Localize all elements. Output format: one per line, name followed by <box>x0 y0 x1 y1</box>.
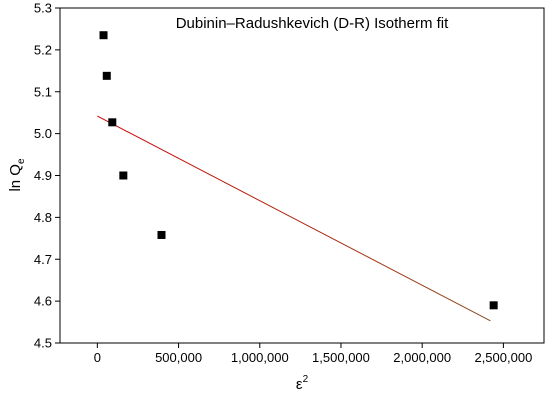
data-point <box>157 230 166 239</box>
x-tick-label: 500,000 <box>155 350 202 365</box>
x-axis: 0 500,000 1,000,000 1,500,000 2,000,000 2,500… <box>94 343 532 365</box>
x-tick-label: 1,000,000 <box>231 350 289 365</box>
chart-title: Dubinin–Radushkevich (D-R) Isotherm fit <box>176 15 449 32</box>
y-tick-label: 5.1 <box>34 84 52 99</box>
data-point <box>489 301 498 310</box>
data-point <box>99 31 108 40</box>
x-tick-label: 2,500,000 <box>474 350 532 365</box>
y-tick-label: 4.7 <box>34 252 52 267</box>
y-tick-label: 4.8 <box>34 210 52 225</box>
plot-frame <box>59 7 545 344</box>
y-tick-label: 4.6 <box>34 294 52 309</box>
y-tick-label: 4.9 <box>34 168 52 183</box>
y-tick-label: 5.0 <box>34 126 52 141</box>
data-point <box>102 71 111 80</box>
y-axis: 4.5 4.6 4.7 4.8 4.9 5.0 5.1 5.2 5.3 <box>34 1 60 351</box>
data-point <box>119 171 128 180</box>
y-axis-title: ln Qe <box>7 158 27 192</box>
x-axis-title: ε2 <box>296 374 309 393</box>
x-tick-label: 0 <box>94 350 101 365</box>
fit-line <box>97 115 491 322</box>
series-layer <box>97 31 498 322</box>
y-tick-label: 5.3 <box>34 1 52 16</box>
y-tick-label: 4.5 <box>34 336 52 351</box>
x-tick-label: 1,500,000 <box>312 350 370 365</box>
x-tick-label: 2,000,000 <box>393 350 451 365</box>
data-point <box>108 118 117 127</box>
y-tick-label: 5.2 <box>34 42 52 57</box>
